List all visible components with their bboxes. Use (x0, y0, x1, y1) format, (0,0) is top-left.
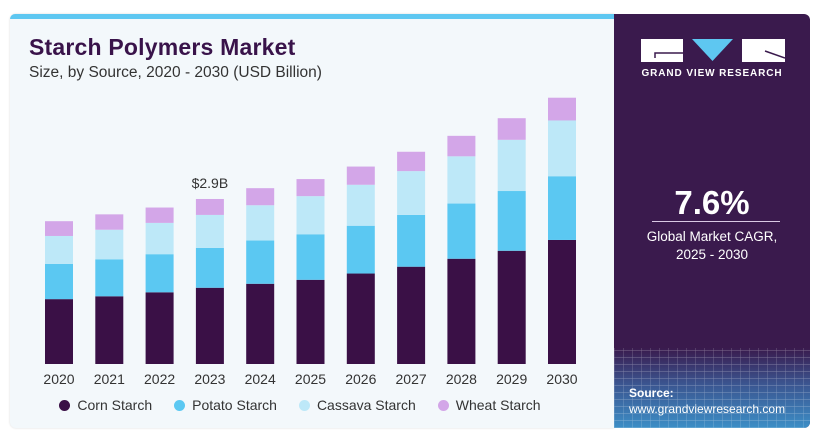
x-tick-label: 2026 (345, 371, 376, 387)
divider (652, 221, 780, 222)
chart-subtitle: Size, by Source, 2020 - 2030 (USD Billio… (29, 64, 322, 81)
annotations: $2.9B (192, 175, 229, 191)
x-tick-label: 2023 (194, 371, 225, 387)
bar-corn-starch-2024 (246, 283, 275, 364)
bar-wheat-starch-2030 (548, 97, 576, 121)
bar-corn-starch-2025 (296, 279, 325, 364)
bar-corn-starch-2026 (346, 273, 375, 364)
legend-label: Corn Starch (77, 397, 153, 413)
gvr-logo-icon (641, 39, 785, 62)
bar-wheat-starch-2021 (95, 214, 124, 230)
bar-corn-starch-2028 (447, 258, 476, 364)
bar-corn-starch-2021 (95, 296, 124, 364)
source-label: Source: (629, 386, 674, 400)
bar-cassava-starch-2023 (195, 214, 224, 248)
bar-wheat-starch-2025 (296, 179, 325, 197)
bar-corn-starch-2029 (497, 250, 526, 364)
legend-item: Potato Starch (174, 397, 277, 413)
x-tick-label: 2029 (496, 371, 527, 387)
x-tick-label: 2027 (396, 371, 427, 387)
accent-bar (10, 14, 614, 19)
bar-potato-starch-2024 (246, 240, 275, 284)
grid-pattern (614, 348, 810, 428)
x-tick-label: 2022 (144, 371, 175, 387)
bar-corn-starch-2020 (45, 299, 73, 364)
x-tick-label: 2025 (295, 371, 326, 387)
bar-wheat-starch-2020 (45, 221, 73, 236)
legend-swatch-icon (59, 399, 71, 411)
bar-cassava-starch-2029 (497, 139, 526, 192)
bar-wheat-starch-2027 (397, 151, 426, 172)
bar-cassava-starch-2028 (447, 156, 476, 204)
bars-group (45, 97, 576, 364)
cagr-value: 7.6% (674, 184, 750, 221)
x-axis-labels: 2020 2021 2022 2023 2024 2025 2026 2027 2028 2029… (43, 371, 577, 387)
bar-corn-starch-2022 (145, 292, 174, 364)
x-tick-label: 2028 (446, 371, 477, 387)
x-tick-label: 2024 (245, 371, 276, 387)
legend-label: Cassava Starch (316, 397, 416, 413)
bar-wheat-starch-2028 (447, 135, 476, 157)
legend-swatch-icon (298, 399, 310, 411)
bar-cassava-starch-2024 (246, 205, 275, 241)
bar-potato-starch-2030 (548, 176, 576, 240)
bar-potato-starch-2025 (296, 234, 325, 280)
source-link[interactable]: www.grandviewresearch.com (629, 402, 786, 416)
bar-cassava-starch-2022 (145, 222, 174, 255)
x-tick-label: 2021 (94, 371, 125, 387)
bar-wheat-starch-2024 (246, 188, 275, 206)
bar-potato-starch-2029 (497, 191, 526, 251)
panel-gradient (614, 348, 810, 428)
brand-name: GRAND VIEW RESEARCH (641, 68, 783, 79)
cagr-label-line1: Global Market CAGR, (646, 229, 778, 244)
chart-title: Starch Polymers Market (29, 34, 296, 60)
legend-swatch-icon (174, 399, 186, 411)
bar-cassava-starch-2027 (397, 171, 426, 215)
bar-wheat-starch-2026 (346, 166, 375, 185)
legend-label: Potato Starch (192, 397, 277, 413)
info-panel: GRAND VIEW RESEARCH 7.6% Global Market C… (614, 14, 810, 428)
bar-chart: 2020 2021 2022 2023 2024 2025 2026 2027 2028 2029… (43, 97, 578, 387)
bar-cassava-starch-2026 (346, 184, 375, 226)
cagr-label-line2: 2025 - 2030 (675, 247, 749, 262)
bar-potato-starch-2023 (195, 247, 224, 288)
legend-swatch-icon (437, 399, 449, 411)
cagr-label: Global Market CAGR, 2025 - 2030 (614, 228, 810, 264)
bar-potato-starch-2028 (447, 203, 476, 259)
x-tick-label: 2020 (43, 371, 74, 387)
bar-cassava-starch-2030 (548, 120, 576, 177)
bar-wheat-starch-2029 (497, 118, 526, 140)
bar-wheat-starch-2023 (195, 198, 224, 215)
bar-corn-starch-2027 (397, 266, 426, 364)
bar-potato-starch-2026 (346, 225, 375, 274)
legend-item: Wheat Starch (437, 397, 541, 413)
legend: Corn Starch Potato Starch Cassava Starch Wh… (0, 397, 600, 413)
bar-potato-starch-2027 (397, 214, 426, 267)
data-label: $2.9B (192, 175, 229, 191)
bar-potato-starch-2021 (95, 259, 124, 297)
bar-cassava-starch-2021 (95, 229, 124, 260)
bar-cassava-starch-2025 (296, 196, 325, 235)
bar-cassava-starch-2020 (45, 235, 73, 264)
legend-item: Corn Starch (59, 397, 152, 413)
bar-potato-starch-2020 (45, 263, 73, 300)
bar-potato-starch-2022 (145, 254, 174, 293)
x-tick-label: 2030 (546, 371, 577, 387)
legend-label: Wheat Starch (455, 397, 541, 413)
bar-wheat-starch-2022 (145, 207, 174, 223)
legend-item: Cassava Starch (298, 397, 416, 413)
bar-corn-starch-2023 (195, 287, 224, 364)
bar-corn-starch-2030 (548, 239, 576, 364)
